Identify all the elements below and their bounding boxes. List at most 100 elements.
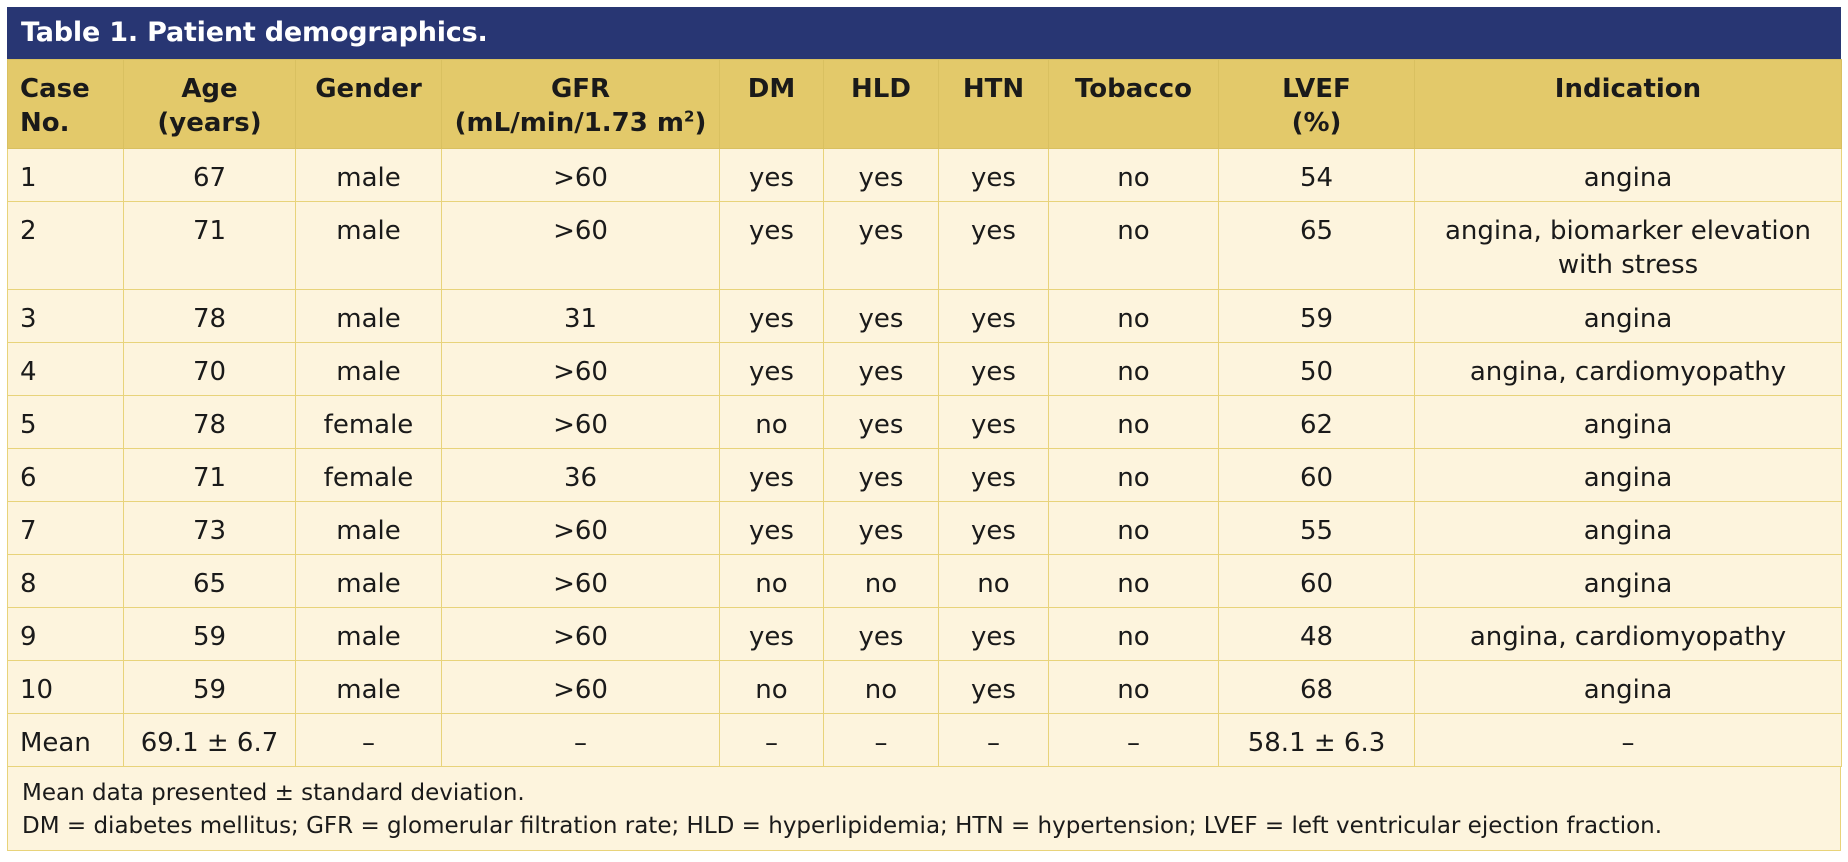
table-row: 8 65 male >60 no no no no 60 angina <box>7 554 1842 608</box>
table-cell: 59 <box>1218 289 1415 343</box>
table-cell: >60 <box>441 342 720 396</box>
table-cell: yes <box>719 289 824 343</box>
table-cell: – <box>1048 713 1219 767</box>
table-cell: 67 <box>123 148 296 202</box>
table-cell: 36 <box>441 448 720 502</box>
table-cell: >60 <box>441 607 720 661</box>
table-cell: 54 <box>1218 148 1415 202</box>
table-cell: yes <box>938 289 1049 343</box>
table-cell: 3 <box>7 289 124 343</box>
table-cell: female <box>295 395 442 449</box>
column-header: HTN <box>938 59 1049 149</box>
table-cell: 71 <box>123 201 296 290</box>
table-cell: 59 <box>123 660 296 714</box>
table-row: 5 78 female >60 no yes yes no 62 angina <box>7 395 1842 449</box>
table-cell: male <box>295 201 442 290</box>
table-cell: 1 <box>7 148 124 202</box>
table-cell: no <box>1048 395 1219 449</box>
table-cell: yes <box>823 289 939 343</box>
table-cell: angina <box>1414 501 1842 555</box>
table-cell: angina <box>1414 554 1842 608</box>
table-cell: yes <box>823 607 939 661</box>
table-cell: yes <box>938 607 1049 661</box>
table-cell: yes <box>719 448 824 502</box>
table-cell: male <box>295 342 442 396</box>
table-cell: no <box>1048 448 1219 502</box>
table-cell: male <box>295 607 442 661</box>
table-cell: no <box>1048 201 1219 290</box>
table-cell: angina <box>1414 660 1842 714</box>
table-footnotes: Mean data presented ± standard deviation… <box>7 767 1841 851</box>
table-cell: female <box>295 448 442 502</box>
table-cell: yes <box>938 501 1049 555</box>
table-cell: 65 <box>123 554 296 608</box>
table-row: 9 59 male >60 yes yes yes no 48 angina, cardiomyo… <box>7 607 1842 661</box>
table-cell: yes <box>823 501 939 555</box>
table-cell: no <box>823 554 939 608</box>
table-cell: yes <box>938 448 1049 502</box>
table-cell: yes <box>719 607 824 661</box>
table-cell: 73 <box>123 501 296 555</box>
table-cell: 7 <box>7 501 124 555</box>
table-cell: no <box>719 554 824 608</box>
table-cell: 70 <box>123 342 296 396</box>
table-cell: – <box>1414 713 1842 767</box>
table-cell: male <box>295 501 442 555</box>
table-cell: >60 <box>441 148 720 202</box>
table-cell: 71 <box>123 448 296 502</box>
table-cell: 48 <box>1218 607 1415 661</box>
footnote: Mean data presented ± standard deviation… <box>22 780 525 806</box>
table-cell: no <box>1048 342 1219 396</box>
table-cell: yes <box>719 148 824 202</box>
table-cell: no <box>1048 148 1219 202</box>
column-header: Indication <box>1414 59 1842 149</box>
table-container: Table 1. Patient demographics. Case No. A… <box>7 7 1842 851</box>
table-cell: angina, biomarker elevation with stress <box>1414 201 1842 290</box>
table-cell: angina, cardiomyopathy <box>1414 607 1842 661</box>
column-header: Tobacco <box>1048 59 1219 149</box>
table-cell: – <box>823 713 939 767</box>
column-header: Age (years) <box>123 59 296 149</box>
table-cell: 31 <box>441 289 720 343</box>
table-cell: yes <box>938 148 1049 202</box>
table-cell: no <box>719 395 824 449</box>
table-cell: yes <box>938 395 1049 449</box>
table-cell: 60 <box>1218 554 1415 608</box>
table-cell: 78 <box>123 289 296 343</box>
table-cell: – <box>295 713 442 767</box>
table-cell: no <box>1048 289 1219 343</box>
column-header: Case No. <box>7 59 124 149</box>
table-cell: >60 <box>441 201 720 290</box>
table-cell: yes <box>823 201 939 290</box>
table-cell: yes <box>823 448 939 502</box>
column-header: Gender <box>295 59 442 149</box>
table-cell: male <box>295 289 442 343</box>
table-row: 10 59 male >60 no no yes no 68 angina <box>7 660 1842 714</box>
footnote: DM = diabetes mellitus; GFR = glomerular… <box>22 813 1663 839</box>
table-cell: 55 <box>1218 501 1415 555</box>
table-row: 3 78 male 31 yes yes yes no 59 angina <box>7 289 1842 343</box>
table-cell: – <box>441 713 720 767</box>
table-cell: 8 <box>7 554 124 608</box>
table-cell: >60 <box>441 395 720 449</box>
table-cell: – <box>719 713 824 767</box>
column-header: LVEF (%) <box>1218 59 1415 149</box>
table-cell: 62 <box>1218 395 1415 449</box>
table-cell: yes <box>719 342 824 396</box>
table-cell: 78 <box>123 395 296 449</box>
table-cell: no <box>719 660 824 714</box>
table-cell: yes <box>938 660 1049 714</box>
table-cell: – <box>938 713 1049 767</box>
table-cell: angina, cardiomyopathy <box>1414 342 1842 396</box>
table-cell: no <box>938 554 1049 608</box>
table-cell: yes <box>719 501 824 555</box>
table-cell: >60 <box>441 660 720 714</box>
table-title: Table 1. Patient demographics. <box>7 7 1841 59</box>
table-cell: no <box>1048 554 1219 608</box>
table-cell: no <box>1048 660 1219 714</box>
table-row: 6 71 female 36 yes yes yes no 60 angina <box>7 448 1842 502</box>
table-cell: no <box>823 660 939 714</box>
table-cell: no <box>1048 501 1219 555</box>
table-cell: 10 <box>7 660 124 714</box>
table-cell: male <box>295 148 442 202</box>
